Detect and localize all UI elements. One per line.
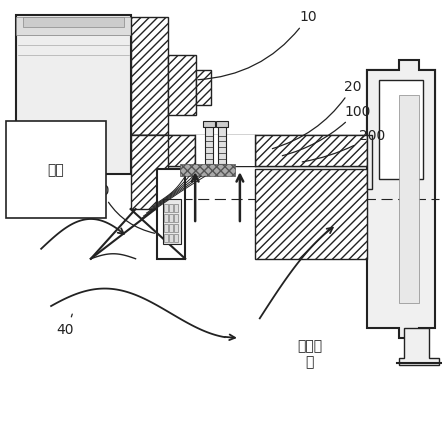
Bar xyxy=(163,200,181,244)
Bar xyxy=(216,122,228,127)
Bar xyxy=(180,165,235,177)
Bar xyxy=(169,214,173,223)
Bar xyxy=(379,81,423,180)
Bar xyxy=(164,214,168,223)
Text: 40: 40 xyxy=(56,314,74,336)
Bar xyxy=(205,125,213,165)
Bar xyxy=(367,71,435,190)
Bar xyxy=(131,135,195,167)
Bar xyxy=(218,125,226,165)
Bar xyxy=(174,234,178,242)
Bar xyxy=(164,224,168,232)
Text: 风箱: 风箱 xyxy=(48,163,64,177)
Bar xyxy=(164,234,168,242)
Bar xyxy=(16,18,131,36)
Bar xyxy=(169,234,173,242)
Text: 200: 200 xyxy=(302,129,385,162)
Bar xyxy=(367,135,372,190)
Bar xyxy=(157,170,185,259)
Text: 30: 30 xyxy=(93,184,155,234)
Bar xyxy=(203,122,215,127)
Bar xyxy=(169,224,173,232)
Text: 100: 100 xyxy=(282,105,371,156)
Bar xyxy=(164,204,168,213)
Bar xyxy=(168,56,196,115)
Bar xyxy=(399,95,419,304)
Bar xyxy=(174,224,178,232)
Polygon shape xyxy=(16,16,131,210)
Text: 向: 向 xyxy=(305,354,314,368)
Bar xyxy=(131,135,168,210)
Bar xyxy=(255,135,367,167)
Text: 负压方: 负压方 xyxy=(297,339,322,352)
Polygon shape xyxy=(367,61,435,339)
Bar xyxy=(169,204,173,213)
Bar xyxy=(23,18,124,28)
Text: 10: 10 xyxy=(198,10,317,81)
Bar xyxy=(255,170,367,259)
Text: 20: 20 xyxy=(272,79,362,149)
Bar xyxy=(131,135,367,167)
Bar xyxy=(131,18,168,135)
Bar xyxy=(174,214,178,223)
Bar xyxy=(195,135,255,167)
Polygon shape xyxy=(399,329,439,365)
Bar xyxy=(174,204,178,213)
Bar xyxy=(196,71,211,105)
